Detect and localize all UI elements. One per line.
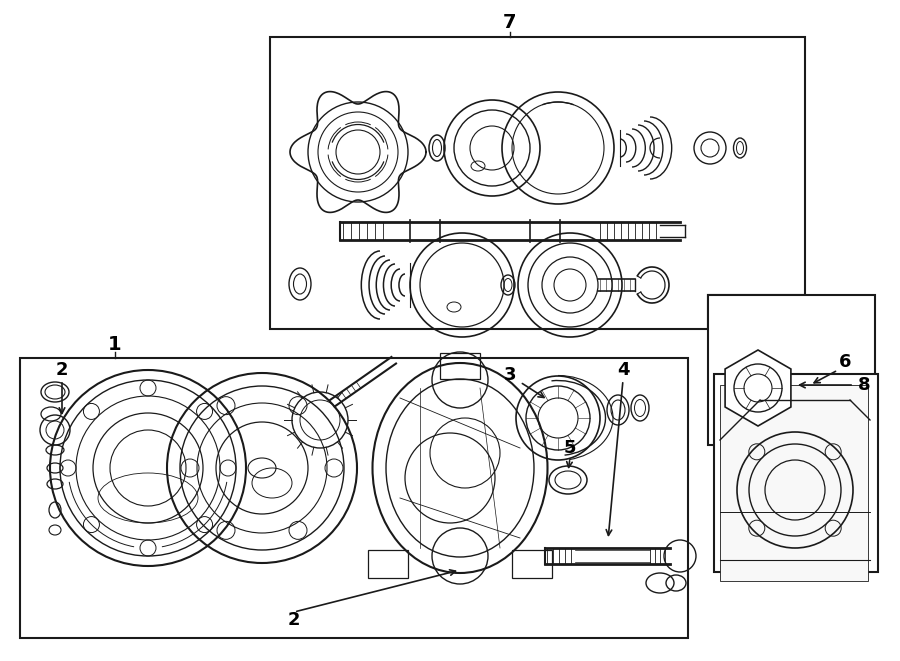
Bar xyxy=(512,550,552,578)
Text: 2: 2 xyxy=(288,611,301,629)
Text: 3: 3 xyxy=(504,366,517,384)
Bar xyxy=(20,358,688,638)
Polygon shape xyxy=(725,350,791,426)
Bar xyxy=(708,295,875,445)
Polygon shape xyxy=(270,37,805,329)
Bar xyxy=(714,374,878,572)
Text: 4: 4 xyxy=(616,361,629,379)
Bar xyxy=(720,385,868,581)
Text: 8: 8 xyxy=(858,376,870,394)
Bar xyxy=(368,550,408,578)
Text: 5: 5 xyxy=(563,439,576,457)
Text: 7: 7 xyxy=(503,13,517,32)
Bar xyxy=(440,353,480,379)
Text: 6: 6 xyxy=(839,353,851,371)
Text: 2: 2 xyxy=(56,361,68,379)
Text: 1: 1 xyxy=(108,336,122,354)
